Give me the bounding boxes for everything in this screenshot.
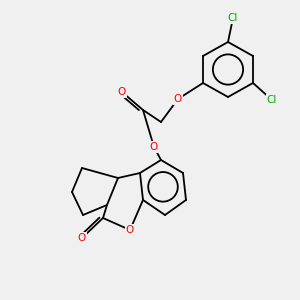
Text: Cl: Cl bbox=[228, 13, 238, 23]
Text: Cl: Cl bbox=[267, 95, 277, 105]
Text: O: O bbox=[78, 233, 86, 243]
Text: O: O bbox=[126, 225, 134, 235]
Text: O: O bbox=[174, 94, 182, 104]
Text: O: O bbox=[150, 142, 158, 152]
Text: O: O bbox=[118, 87, 126, 97]
